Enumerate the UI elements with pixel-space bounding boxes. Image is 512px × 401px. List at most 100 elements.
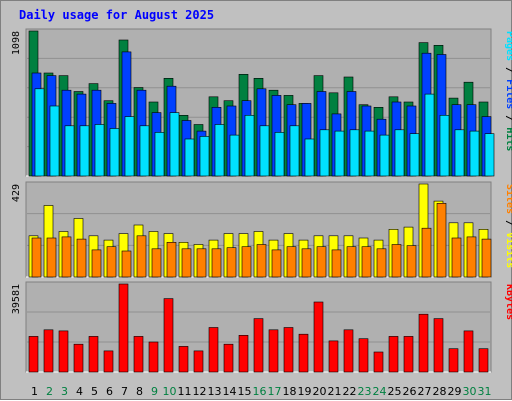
bar-kbytes-day-20 — [313, 301, 324, 373]
ylabel-part: Pages — [504, 31, 512, 61]
x-tick-label-day-23: 23 — [358, 385, 372, 398]
bar-pages-day-7 — [124, 116, 135, 177]
bar-sites-day-7 — [121, 250, 132, 278]
x-tick-label-day-3: 3 — [61, 385, 68, 398]
bar-pages-day-14 — [229, 134, 240, 177]
x-tick-label-day-8: 8 — [136, 385, 143, 398]
bar-sites-day-22 — [346, 246, 357, 278]
bar-kbytes-day-1 — [28, 336, 39, 373]
bar-pages-day-30 — [469, 130, 480, 177]
bar-sites-day-1 — [31, 237, 42, 278]
x-tick-label-day-2: 2 — [46, 385, 53, 398]
bar-pages-day-23 — [364, 130, 375, 177]
bar-kbytes-day-24 — [373, 351, 384, 373]
bar-sites-day-28 — [436, 203, 447, 278]
bar-sites-day-16 — [256, 244, 267, 278]
x-tick-label-day-9: 9 — [151, 385, 158, 398]
bar-pages-day-6 — [109, 128, 120, 177]
bar-pages-day-31 — [484, 133, 495, 177]
ylabel-part: Files — [504, 79, 512, 109]
bar-kbytes-day-8 — [133, 336, 144, 373]
bar-kbytes-day-25 — [388, 336, 399, 373]
bar-pages-day-19 — [304, 138, 315, 177]
bar-kbytes-day-31 — [478, 348, 489, 373]
bar-kbytes-day-3 — [58, 330, 69, 373]
bar-pages-day-16 — [259, 125, 270, 177]
bar-kbytes-day-2 — [43, 329, 54, 373]
bar-sites-day-25 — [391, 244, 402, 278]
x-tick-label-day-15: 15 — [238, 385, 252, 398]
bar-sites-day-20 — [316, 246, 327, 278]
bar-kbytes-day-17 — [268, 329, 279, 373]
panel-1-ymax-label: 1098 — [11, 31, 22, 55]
bar-kbytes-day-19 — [298, 333, 309, 373]
ylabel-part: / — [504, 61, 512, 79]
bar-sites-day-10 — [166, 242, 177, 278]
bar-kbytes-day-18 — [283, 327, 294, 373]
x-tick-label-day-28: 28 — [433, 385, 447, 398]
bar-sites-day-15 — [241, 246, 252, 278]
x-tick-label-day-21: 21 — [328, 385, 342, 398]
bar-kbytes-day-28 — [433, 318, 444, 373]
bar-pages-day-26 — [409, 133, 420, 177]
bar-kbytes-day-9 — [148, 341, 159, 373]
x-tick-label-day-31: 31 — [478, 385, 492, 398]
x-tick-label-day-6: 6 — [106, 385, 113, 398]
panel-2-ylabel: Sites / Visits — [504, 184, 512, 268]
bar-kbytes-day-23 — [358, 338, 369, 373]
bar-kbytes-day-11 — [178, 346, 189, 373]
panel-3-ylabel: KBytes — [504, 284, 512, 320]
bar-pages-day-10 — [169, 112, 180, 177]
bar-kbytes-day-30 — [463, 330, 474, 373]
x-tick-label-day-30: 30 — [463, 385, 477, 398]
bar-kbytes-day-22 — [343, 329, 354, 373]
x-tick-label-day-26: 26 — [403, 385, 417, 398]
x-tick-label-day-11: 11 — [178, 385, 192, 398]
bar-sites-day-2 — [46, 237, 57, 278]
bar-sites-day-31 — [481, 238, 492, 278]
bar-pages-day-5 — [94, 124, 105, 177]
ylabel-part: Hits — [504, 127, 512, 151]
bar-kbytes-day-29 — [448, 348, 459, 373]
bar-kbytes-day-5 — [88, 336, 99, 373]
ylabel-part: / — [504, 214, 512, 232]
bar-sites-day-18 — [286, 246, 297, 278]
bar-pages-day-18 — [289, 125, 300, 177]
x-tick-label-day-12: 12 — [193, 385, 207, 398]
bar-pages-day-21 — [334, 130, 345, 177]
bar-sites-day-23 — [361, 246, 372, 278]
x-tick-label-day-13: 13 — [208, 385, 222, 398]
bar-kbytes-day-6 — [103, 350, 114, 373]
x-tick-label-day-18: 18 — [283, 385, 297, 398]
bar-pages-day-12 — [199, 136, 210, 177]
bar-sites-day-29 — [451, 237, 462, 278]
bar-sites-day-24 — [376, 248, 387, 278]
bar-sites-day-4 — [76, 238, 87, 278]
x-tick-label-day-24: 24 — [373, 385, 387, 398]
x-tick-label-day-5: 5 — [91, 385, 98, 398]
bar-kbytes-day-16 — [253, 318, 264, 373]
bar-sites-day-14 — [226, 247, 237, 278]
ylabel-part: KBytes — [504, 284, 512, 320]
bar-sites-day-8 — [136, 235, 147, 278]
panel-3-ymax-label: 39581 — [11, 284, 22, 314]
bar-pages-day-1 — [34, 88, 45, 177]
bar-sites-day-9 — [151, 248, 162, 278]
bar-pages-day-22 — [349, 129, 360, 177]
bar-kbytes-day-14 — [223, 343, 234, 373]
bar-pages-day-11 — [184, 138, 195, 177]
x-tick-label-day-25: 25 — [388, 385, 402, 398]
x-tick-label-day-29: 29 — [448, 385, 462, 398]
x-tick-label-day-1: 1 — [31, 385, 38, 398]
bar-pages-day-8 — [139, 125, 150, 177]
bar-pages-day-27 — [424, 93, 435, 177]
bar-sites-day-11 — [181, 248, 192, 278]
bar-sites-day-30 — [466, 236, 477, 278]
bar-kbytes-day-12 — [193, 350, 204, 373]
bar-pages-day-17 — [274, 132, 285, 177]
x-tick-label-day-7: 7 — [121, 385, 128, 398]
x-tick-label-day-20: 20 — [313, 385, 327, 398]
bar-kbytes-day-21 — [328, 340, 339, 373]
